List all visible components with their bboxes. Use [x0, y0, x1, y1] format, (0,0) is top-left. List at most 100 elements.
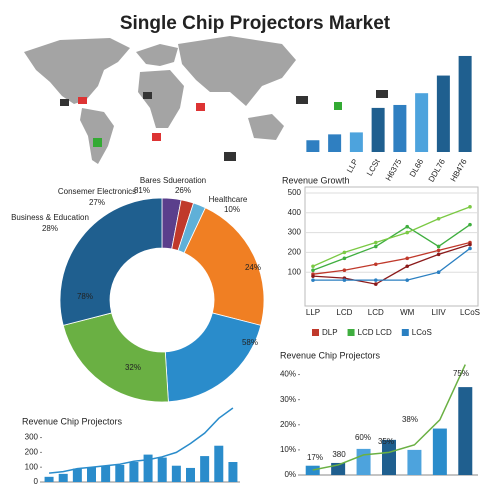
- bar: [458, 387, 473, 475]
- legend-swatch: [312, 329, 319, 336]
- bar: [214, 445, 224, 482]
- series-point: [311, 268, 315, 273]
- bar: [328, 134, 342, 152]
- series-point: [468, 205, 472, 209]
- x-tick-label: DL66: [408, 157, 426, 179]
- x-tick-label: LCD: [368, 308, 384, 317]
- x-tick-label: H6375: [384, 157, 404, 182]
- x-tick-label: LCD: [336, 308, 352, 317]
- series-point: [311, 264, 315, 269]
- bar: [415, 93, 429, 152]
- bar: [371, 107, 385, 152]
- series-point: [342, 268, 347, 273]
- y-tick-label: 300: [25, 433, 39, 442]
- series-line: [313, 247, 471, 281]
- pie-slice: [59, 197, 163, 326]
- y-tick-label: 400: [288, 208, 302, 217]
- legend-label: DLP: [322, 328, 338, 337]
- series-point: [405, 278, 410, 282]
- bar: [382, 439, 396, 475]
- pie-slice: [183, 207, 265, 326]
- bar: [407, 449, 422, 475]
- bar: [228, 462, 238, 482]
- series-point: [436, 216, 441, 221]
- legend-label: LCoS: [412, 328, 432, 337]
- trend-line: [312, 364, 466, 471]
- bar: [87, 467, 96, 482]
- y-tick-label: 0%: [284, 470, 296, 479]
- y-tick-label: 200: [288, 248, 302, 257]
- bar: [305, 465, 320, 475]
- y-tick-label: 100: [288, 267, 302, 276]
- pie-label: 58%: [242, 338, 258, 347]
- y-tick-label: 20%: [280, 420, 296, 429]
- pie-label: 24%: [245, 263, 261, 272]
- x-tick-label: LLP: [306, 308, 320, 317]
- bar-annotation: 35%: [378, 437, 394, 446]
- series-point: [405, 224, 410, 229]
- series-line: [312, 243, 471, 285]
- y-tick-label: 300: [288, 228, 302, 237]
- bar: [393, 104, 407, 152]
- y-tick-label: 30%: [280, 395, 296, 404]
- legend-swatch: [401, 329, 409, 336]
- series-point: [405, 264, 410, 269]
- pie-label: 78%: [77, 292, 93, 301]
- y-tick-label: 10%: [280, 445, 296, 454]
- y-tick-label: 100: [25, 462, 39, 471]
- chart-title: Revenue Growth: [282, 175, 350, 185]
- series-line: [312, 224, 471, 271]
- bar: [129, 462, 139, 482]
- series-point: [468, 246, 472, 251]
- bar-annotation: 380: [332, 450, 346, 459]
- chart-title: Revenue Chip Projectors: [22, 416, 123, 426]
- bar: [143, 454, 153, 482]
- x-tick-label: WM: [400, 308, 415, 317]
- bar: [306, 140, 320, 152]
- pie-label: Healthcare: [209, 195, 248, 204]
- pie-label: 27%: [89, 198, 105, 207]
- bar: [458, 55, 472, 152]
- series-point: [374, 244, 378, 249]
- series-line: [312, 206, 471, 267]
- series-point: [374, 278, 378, 282]
- legend-label: LCD LCD: [358, 328, 392, 337]
- series-point: [342, 256, 347, 261]
- x-tick-label: DDL76: [427, 157, 448, 184]
- y-tick-label: 40%: [280, 370, 296, 379]
- pie-slice: [62, 312, 169, 403]
- pie-label: 32%: [125, 363, 141, 372]
- bar: [200, 456, 210, 482]
- series-point: [405, 230, 410, 235]
- bar: [436, 75, 450, 152]
- bar-annotation: 38%: [402, 415, 418, 424]
- bar: [186, 467, 195, 482]
- bar: [58, 473, 68, 482]
- series-point: [311, 274, 315, 278]
- series-point: [374, 240, 378, 245]
- pie-label: Consemer Electronics: [58, 187, 136, 196]
- trend-line: [48, 407, 234, 474]
- x-tick-label: LLP: [345, 158, 360, 175]
- series-point: [374, 282, 378, 286]
- series-point: [436, 248, 441, 253]
- legend-swatch: [347, 329, 355, 336]
- bar: [72, 468, 82, 482]
- series-point: [468, 242, 472, 247]
- bar: [157, 457, 167, 482]
- x-tick-label: LIIV: [431, 308, 446, 317]
- pie-label: 26%: [175, 186, 191, 195]
- bar: [115, 464, 125, 482]
- series-point: [436, 244, 441, 249]
- x-tick-label: LCSt: [365, 157, 382, 178]
- bar: [349, 132, 363, 152]
- series-line: [312, 241, 471, 275]
- y-tick-label: 200: [25, 447, 39, 456]
- x-tick-label: HB476: [449, 157, 469, 183]
- y-tick-label: 0: [34, 477, 39, 486]
- series-point: [374, 262, 378, 267]
- series-point: [436, 252, 441, 257]
- pie-label: Business & Education: [11, 213, 89, 222]
- series-point: [311, 278, 315, 282]
